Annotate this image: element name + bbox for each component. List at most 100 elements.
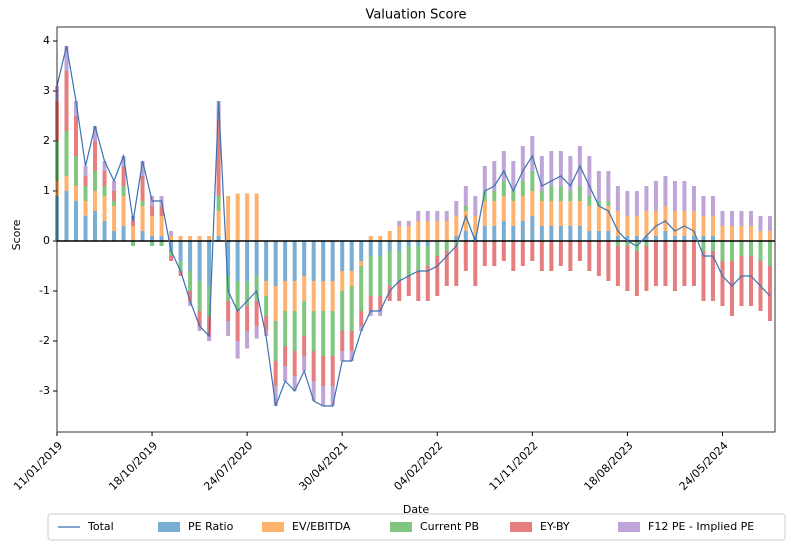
bar-segment [492,226,497,241]
bar-segment [292,281,297,311]
bar-segment [406,276,411,296]
bar-segment [245,331,250,349]
bar-segment [501,181,506,196]
bar-segment [283,366,288,381]
bar-segment [406,246,411,276]
bar-segment [511,201,516,226]
bar-segment [530,216,535,241]
bar-segment [701,196,706,216]
bar-segment [330,386,335,406]
bar-segment [188,241,193,271]
bar-segment [558,226,563,241]
bar-segment [292,376,297,391]
bar-segment [226,241,231,276]
bar-segment [74,101,79,116]
bar-segment [615,186,620,211]
bar-segment [691,236,696,241]
bar-segment [520,221,525,241]
bar-segment [197,236,202,241]
bar-segment [729,261,734,316]
bar-segment [216,196,221,211]
bar-segment [169,251,174,256]
bar-segment [74,156,79,186]
bar-segment [758,231,763,241]
bar-segment [159,216,164,236]
bar-segment [321,241,326,281]
bar-segment [710,216,715,236]
bar-segment [311,281,316,311]
y-tick-label: 3 [43,84,50,97]
bar-segment [150,216,155,236]
bar-segment [321,281,326,311]
bar-segment [112,231,117,241]
bar-segment [378,256,383,296]
y-tick-label: 4 [43,34,50,47]
bar-segment [302,336,307,356]
legend-swatch [390,522,412,532]
legend-swatch [618,522,640,532]
bar-segment [150,241,155,246]
bar-segment [501,221,506,241]
bar-segment [264,281,269,296]
bar-segment [568,201,573,226]
bar-segment [378,296,383,311]
bar-segment [197,311,202,326]
bar-segment [64,176,69,191]
bar-segment [197,281,202,311]
bar-segment [425,266,430,301]
bar-segment [625,216,630,236]
bar-segment [159,206,164,216]
bar-segment [473,241,478,286]
bar-segment [454,201,459,216]
total-line [56,45,771,407]
bar-segment [226,196,231,241]
bar-segment [530,171,535,191]
bar-segment [672,181,677,211]
bar-segment [359,311,364,326]
bar-segment [216,211,221,236]
bar-segment [568,191,573,201]
bar-segment [416,246,421,271]
bar-segment [102,186,107,196]
bar-segment [121,156,126,166]
bar-segment [273,321,278,361]
bar-segment [530,241,535,261]
bar-segment [216,236,221,241]
bar-segment [511,241,516,271]
x-axis-label: Date [403,503,430,516]
bar-segment [102,196,107,221]
legend-box [47,513,786,541]
bar-segment [226,321,231,336]
bar-segment [340,351,345,361]
bar-segment [682,241,687,286]
bar-segment [397,251,402,281]
bar-segment [539,191,544,201]
bar-segment [235,311,240,341]
bar-segment [416,241,421,246]
bar-segment [672,236,677,241]
bar-segment [140,176,145,201]
bar-segment [397,281,402,301]
bar-segment [520,241,525,266]
bar-segment [169,231,174,236]
bar-segment [701,251,706,301]
bar-segment [197,241,202,281]
bar-segment [264,241,269,281]
bar-segment [406,221,411,226]
bar-segment [140,161,145,176]
bar-segment [473,216,478,236]
bar-segment [682,236,687,241]
bar-segment [748,256,753,306]
bar-segment [121,196,126,226]
bar-segment [558,241,563,266]
bar-segment [625,246,630,291]
bar-segment [435,256,440,296]
bar-segment [720,226,725,241]
bar-segment [768,231,772,241]
bar-segment [264,296,269,316]
bar-segment [121,166,126,186]
bar-segment [520,181,525,196]
bar-segment [112,201,117,206]
bar-segment [178,261,183,271]
